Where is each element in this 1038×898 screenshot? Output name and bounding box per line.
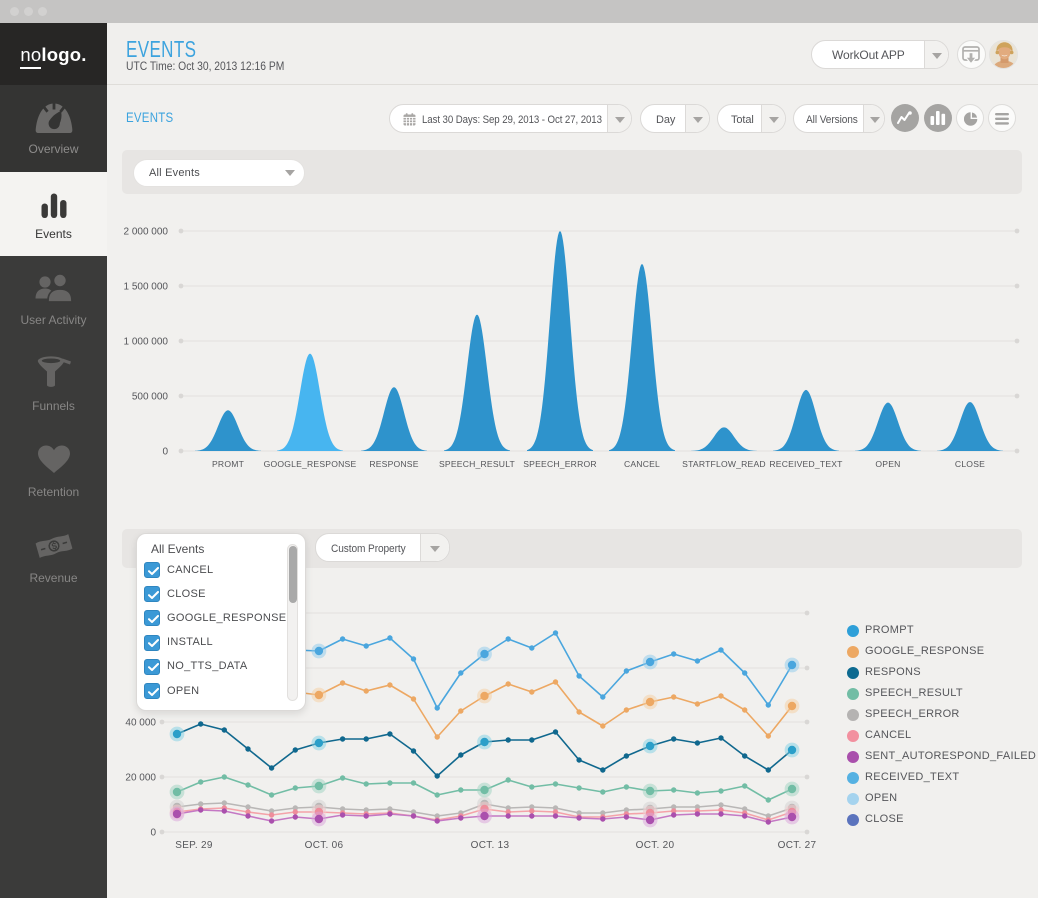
svg-text:CLOSE: CLOSE [955,459,985,469]
svg-text:OCT. 06: OCT. 06 [305,840,344,851]
svg-text:OCT. 27: OCT. 27 [778,840,817,851]
svg-text:SPEECH_ERROR: SPEECH_ERROR [523,459,597,469]
svg-text:SPEECH_RESULT: SPEECH_RESULT [439,459,516,469]
svg-text:PROMT: PROMT [212,459,245,469]
svg-text:0: 0 [162,447,168,458]
svg-text:STARTFLOW_READ: STARTFLOW_READ [682,459,766,469]
svg-text:0: 0 [150,828,156,839]
svg-text:500 000: 500 000 [132,392,169,403]
svg-text:GOOGLE_RESPONSE: GOOGLE_RESPONSE [264,459,357,469]
svg-text:2 000 000: 2 000 000 [124,227,169,238]
svg-text:1 500 000: 1 500 000 [124,282,169,293]
svg-text:RECEIVED_TEXT: RECEIVED_TEXT [769,459,843,469]
svg-text:SEP. 29: SEP. 29 [175,840,213,851]
svg-text:OPEN: OPEN [875,459,900,469]
svg-text:40 000: 40 000 [125,718,156,729]
svg-text:OCT. 20: OCT. 20 [636,840,675,851]
svg-text:20 000: 20 000 [125,773,156,784]
svg-text:CANCEL: CANCEL [624,459,660,469]
svg-text:RESPONSE: RESPONSE [369,459,418,469]
svg-text:1 000 000: 1 000 000 [124,337,169,348]
svg-text:OCT. 13: OCT. 13 [471,840,510,851]
